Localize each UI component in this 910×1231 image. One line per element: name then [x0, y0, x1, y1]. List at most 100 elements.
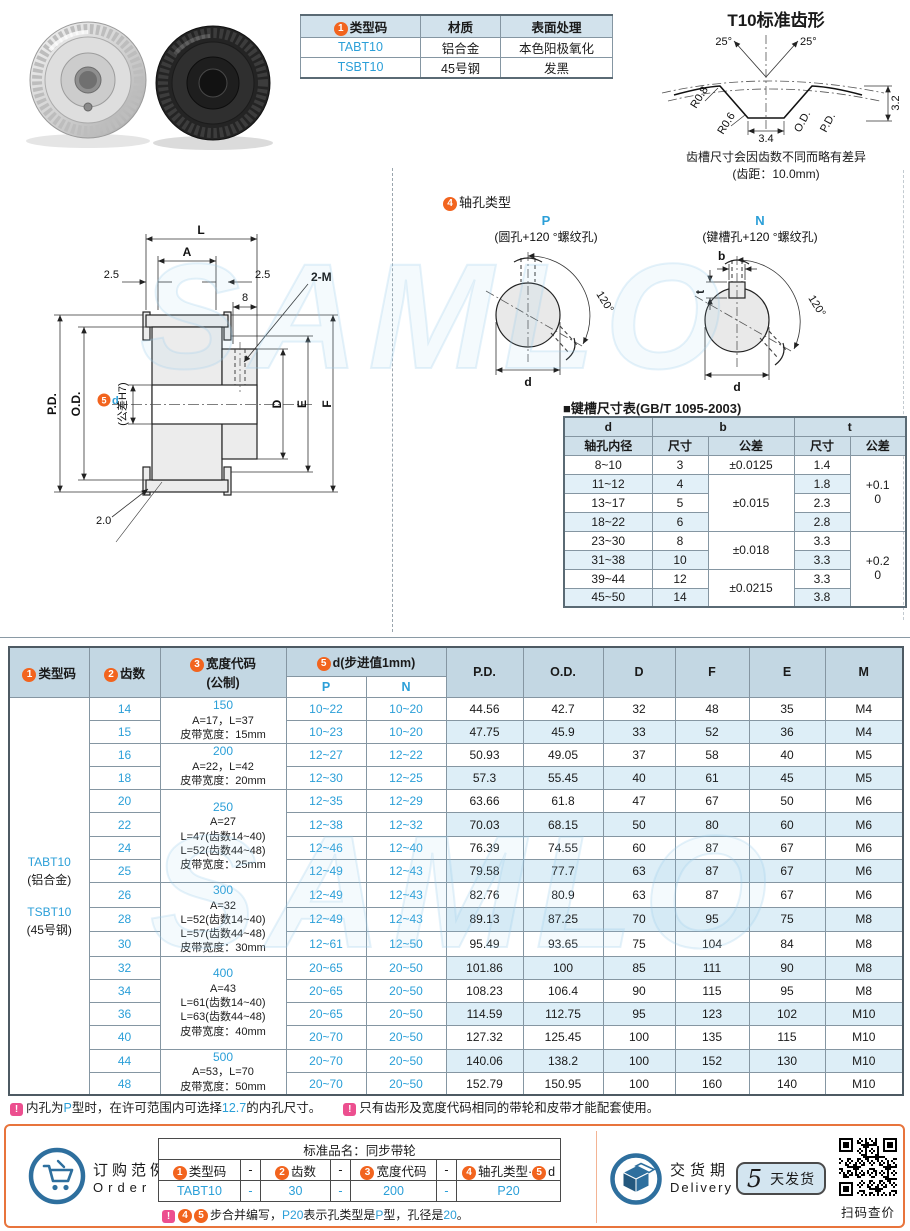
keyway-t-size: 2.8	[793, 511, 851, 532]
circled-5: 5	[194, 1209, 208, 1223]
header-E: E	[748, 646, 826, 698]
svg-text:L: L	[197, 223, 204, 237]
f-value: 87	[674, 858, 750, 884]
keyway-header-t: t	[793, 416, 907, 437]
keyway-header-tol: 公差	[707, 435, 795, 456]
table-row: 48 20~70 20~50 152.79 150.95 100 160 140 M10	[9, 1071, 904, 1096]
material: 45号钢	[420, 56, 501, 78]
keyway-header-d-sub: 轴孔内径	[563, 435, 653, 456]
teeth-count: 28	[88, 906, 161, 933]
bore-range-n: 12~43	[365, 882, 447, 908]
table-row: TABT10 (铝合金) TSBT10 (45号钢) 14 150 A=17，L=37 皮带宽…	[8, 696, 904, 1096]
teeth-count: 48	[88, 1071, 161, 1096]
bore-range: 31~38	[563, 549, 653, 570]
order-value-cell: P20	[455, 1180, 562, 1202]
width-code-cell: 500 A=53，L=70 皮带宽度：50mm	[159, 1048, 287, 1096]
table-row: TSBT10 45号钢 发黑	[300, 56, 613, 78]
width-code-cell: 300 A=32 L=52(齿数14~40) L=57(齿数44~48) 皮带宽度：30…	[159, 882, 287, 957]
svg-text:d: d	[524, 375, 531, 389]
bore-range-n: 10~20	[365, 719, 447, 744]
teeth-count: 24	[88, 835, 161, 860]
keyway-row: 8~10 3 ±0.0125 1.4 +0.1 0	[563, 454, 907, 532]
pd-value: 44.56	[445, 696, 524, 721]
circled-2: 2	[103, 667, 118, 682]
teeth-count: 36	[88, 1002, 161, 1027]
od-value: 125.45	[522, 1025, 604, 1050]
delivery-days-badge: 5 天发货	[736, 1162, 826, 1195]
cart-icon	[28, 1147, 86, 1205]
table-row: 16 200 A=22，L=42 皮带宽度：20mm 12~27 12~22 50.93 49…	[9, 742, 904, 791]
shaft-hole-section-title: 4 轴孔类型	[443, 192, 511, 211]
qr-caption: 扫码查价	[841, 1206, 896, 1220]
od-value: 93.65	[522, 931, 604, 957]
bore-range-p: 12~49	[285, 906, 367, 933]
keyway-t-size: 1.8	[793, 473, 851, 494]
bore-range: 13~17	[563, 492, 653, 513]
f-value: 52	[674, 719, 750, 744]
f-value: 58	[674, 742, 750, 768]
table-row: 36 20~65 20~50 114.59 112.75 95 123 102 M10	[9, 1002, 904, 1027]
table-row: 18 12~30 12~25 57.3 55.45 40 61 45 M5	[9, 766, 904, 791]
e-value: 75	[748, 906, 826, 933]
f-value: 67	[674, 789, 750, 814]
d-value: 60	[602, 835, 676, 860]
od-value: 138.2	[522, 1048, 604, 1073]
bore-range-n: 20~50	[365, 1025, 447, 1050]
d-value: 47	[602, 789, 676, 814]
bore-range-n: 20~50	[365, 978, 447, 1004]
circled-1: 1	[333, 21, 348, 36]
pd-value: 50.93	[445, 742, 524, 768]
svg-text:d: d	[733, 380, 740, 394]
e-value: 130	[748, 1048, 826, 1073]
d-value: 100	[602, 1025, 676, 1050]
keyway-b-size: 6	[651, 511, 709, 532]
keyway-header-b: b	[651, 416, 795, 437]
type-code: TSBT10	[300, 56, 421, 78]
table-row: TABT10 铝合金 本色阳极氧化	[300, 36, 613, 58]
keyway-row: 45~50 14 3.8	[563, 587, 906, 608]
material-table: 1 类型码 材质 表面处理 TABT10 铝合金 本色阳极氧化 TSBT10 45…	[300, 14, 613, 79]
keyway-row: 18~22 6 2.8	[563, 511, 906, 532]
bore-range-p: 20~65	[285, 1002, 367, 1027]
od-value: 68.15	[522, 812, 604, 837]
cross-section-drawing: L A 2.5 2.5 8 2-M P.D. O.D. 5 d (公差H7) D…	[45, 223, 338, 543]
shaft-hole-n-diagram: N (键槽孔+120 °螺纹孔) b t 120°	[693, 213, 828, 394]
circled-3: 3	[189, 658, 204, 673]
svg-text:2.0: 2.0	[96, 515, 111, 527]
shaft-hole-p-diagram: P (圆孔+120 °螺纹孔) 120° d	[485, 213, 616, 389]
svg-text:3.4: 3.4	[758, 133, 773, 143]
keyway-t-size: 2.3	[793, 492, 851, 513]
f-value: 152	[674, 1048, 750, 1073]
keyway-t-tolerance: +0.1 0	[849, 454, 907, 532]
qr-code	[839, 1138, 897, 1196]
d-value: 75	[602, 931, 676, 957]
d-value: 63	[602, 858, 676, 884]
m-value: M8	[824, 955, 904, 980]
tooth-profile-title: T10标准齿形	[727, 11, 825, 30]
tooth-pitch-caption: (齿距：10.0mm)	[732, 167, 820, 181]
delivery-title: 交货期	[670, 1162, 731, 1179]
d-value: 63	[602, 882, 676, 908]
m-value: M6	[824, 789, 904, 814]
m-value: M8	[824, 978, 904, 1004]
keyway-b-size: 4	[651, 473, 709, 494]
d-value: 85	[602, 955, 676, 980]
keyway-b-size: 3	[651, 454, 709, 475]
svg-text:(键槽孔+120 °螺纹孔): (键槽孔+120 °螺纹孔)	[702, 230, 817, 244]
svg-text:D: D	[270, 399, 284, 408]
svg-text:120°: 120°	[805, 293, 827, 319]
bore-range-n: 12~50	[365, 931, 447, 957]
od-value: 74.55	[522, 835, 604, 860]
m-value: M8	[824, 931, 904, 957]
svg-text:25°: 25°	[800, 36, 817, 48]
teeth-count: 26	[88, 882, 161, 908]
bore-range: 45~50	[563, 587, 653, 608]
header-F: F	[674, 646, 750, 698]
keyway-b-size: 5	[651, 492, 709, 513]
svg-text:P.D.: P.D.	[818, 111, 838, 134]
od-value: 100	[522, 955, 604, 980]
f-value: 80	[674, 812, 750, 837]
tooth-profile-caption: 齿槽尺寸会因齿数不同而略有差异	[685, 150, 866, 164]
d-value: 33	[602, 719, 676, 744]
